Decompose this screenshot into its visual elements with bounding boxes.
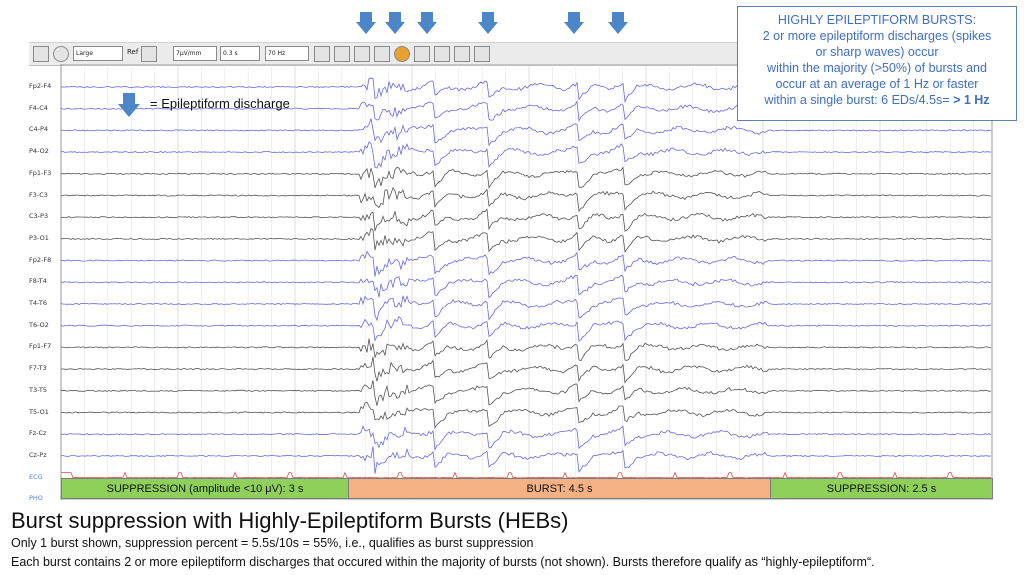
channel-label: ECG: [29, 472, 43, 481]
eeg-trace: [60, 227, 992, 254]
channel-label: Fp1-F7: [29, 342, 52, 351]
eeg-trace: [60, 380, 992, 406]
channel-label: P4-O2: [29, 147, 49, 156]
info-line: within the majority (>50%) of bursts and: [767, 61, 987, 75]
marker-icon[interactable]: [394, 46, 410, 62]
channel-label: F7-T3: [29, 364, 47, 373]
print-icon[interactable]: [474, 46, 490, 62]
channel-label: C4-P4: [29, 125, 49, 134]
down-arrow-icon: [385, 12, 405, 34]
discharge-arrows: [356, 12, 628, 34]
info-line-bold: > 1 Hz: [953, 93, 990, 107]
filter-select[interactable]: 70 Hz: [265, 46, 309, 61]
eeg-trace: [61, 338, 992, 362]
info-line: or sharp waves) occur: [815, 45, 939, 59]
channel-label: F3-C3: [29, 190, 48, 199]
channel-label: Fp1-F3: [29, 168, 52, 177]
segment-label: SUPPRESSION: 2.5 s: [826, 483, 937, 495]
channel-label: F4-C4: [29, 103, 48, 112]
eeg-trace: [60, 446, 992, 474]
segment-burst: BURST: 4.5 s: [348, 478, 771, 499]
ref-label[interactable]: Ref: [127, 48, 139, 56]
segment-suppression-1: SUPPRESSION (amplitude <10 μV): 3 s: [61, 478, 349, 499]
segment-suppression-2: SUPPRESSION: 2.5 s: [770, 478, 993, 499]
eeg-trace: [60, 166, 992, 189]
info-title: HIGHLY EPILEPTIFORM BURSTS:: [777, 13, 977, 27]
info-line-prefix: within a single burst: 6 EDs/4.5s=: [764, 93, 950, 107]
channel-label: Fz-Cz: [29, 429, 47, 438]
segment-label: SUPPRESSION (amplitude <10 μV): 3 s: [106, 483, 304, 495]
filter-icon[interactable]: [141, 46, 157, 62]
info-box: HIGHLY EPILEPTIFORM BURSTS: 2 or more ep…: [737, 6, 1017, 121]
channel-label: T3-T5: [29, 385, 47, 394]
legend-label: = Epileptiform discharge: [150, 96, 290, 111]
eeg-trace: [60, 425, 992, 451]
info-line: within a single burst: 6 EDs/4.5s= > 1 H…: [738, 92, 1016, 108]
eeg-trace: [60, 141, 992, 169]
channel-label: Cz-Pz: [29, 450, 47, 459]
eeg-trace: [61, 471, 992, 479]
caption-title: Burst suppression with Highly-Epileptifo…: [11, 508, 569, 533]
caption-line-1: Only 1 burst shown, suppression percent …: [11, 536, 534, 550]
globe-icon[interactable]: [53, 46, 69, 62]
eeg-trace: [60, 315, 991, 342]
eeg-trace: [61, 356, 992, 384]
down-arrow-icon: [564, 12, 584, 34]
eeg-trace: [60, 295, 992, 322]
down-arrow-icon: [608, 12, 628, 34]
eye-icon[interactable]: [314, 46, 330, 62]
down-arrow-icon: [118, 93, 140, 117]
menu-icon[interactable]: [33, 46, 49, 62]
channel-label: Fp2-F4: [29, 82, 52, 90]
channel-label: Fp2-F8: [29, 255, 52, 264]
caption-line-2: Each burst contains 2 or more epileptifo…: [11, 555, 875, 569]
edit-icon[interactable]: [454, 46, 470, 62]
eeg-trace: [60, 274, 992, 299]
channel-label: PHO: [29, 494, 43, 503]
info-line: 2 or more epileptiform discharges (spike…: [762, 29, 992, 43]
eeg-trace: [60, 401, 992, 429]
montage-select[interactable]: Large: [73, 46, 123, 61]
channel-label: C3-P3: [29, 212, 49, 221]
eeg-trace: [60, 118, 992, 147]
grid-icon[interactable]: [374, 46, 390, 62]
video-icon[interactable]: [414, 46, 430, 62]
view-icon[interactable]: [334, 46, 350, 62]
segment-label: BURST: 4.5 s: [526, 483, 593, 495]
down-arrow-icon: [356, 12, 376, 34]
channel-label: F8-T4: [29, 277, 47, 286]
eeg-trace: [60, 186, 991, 213]
down-arrow-icon: [478, 12, 498, 34]
info-line: occur at an average of 1 Hz or faster: [775, 77, 979, 91]
channel-label: T4-T6: [29, 299, 47, 307]
timebase-select[interactable]: 0.3 s: [220, 46, 260, 61]
eeg-trace: [61, 208, 992, 232]
sensitivity-select[interactable]: 7μV/mm: [173, 46, 217, 61]
eeg-trace-panel: [60, 64, 993, 500]
layout-icon[interactable]: [354, 46, 370, 62]
channel-label: T6-O2: [29, 320, 49, 329]
channel-label: T5-O1: [29, 407, 49, 416]
camera-icon[interactable]: [434, 46, 450, 62]
eeg-trace: [60, 250, 992, 277]
down-arrow-icon: [417, 12, 437, 34]
channel-label: P3-O1: [29, 233, 49, 242]
